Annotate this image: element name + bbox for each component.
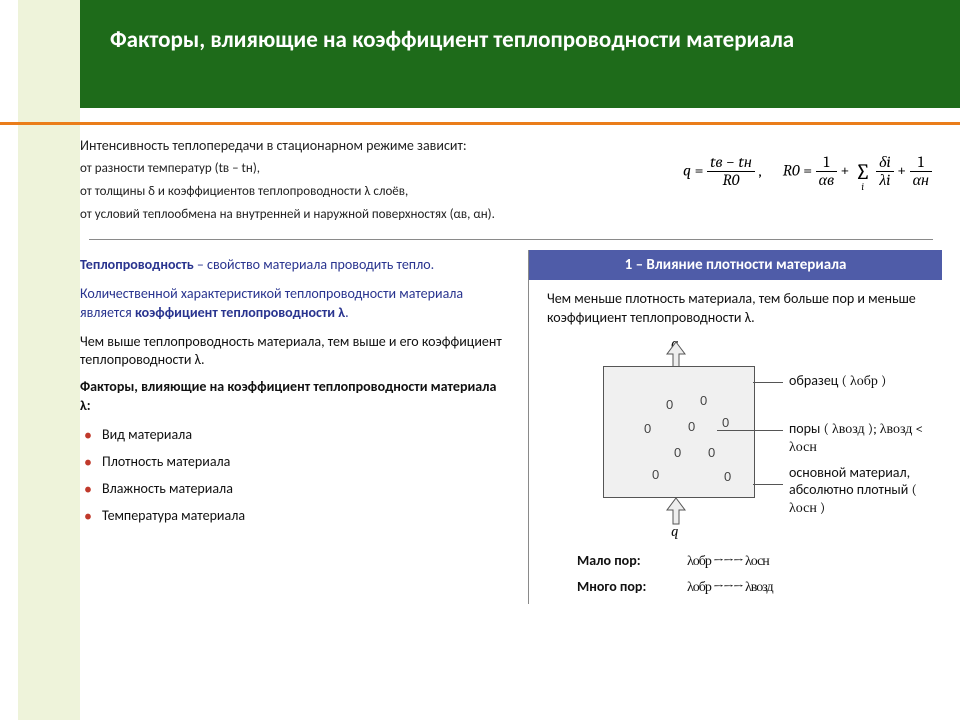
page-title: Факторы, влияющие на коэффициент теплопр… <box>110 26 930 55</box>
divider <box>89 239 934 240</box>
pore-marker: 0 <box>708 445 715 460</box>
pore-marker: 0 <box>700 393 707 408</box>
label-q-bottom: q <box>671 522 679 540</box>
label-sample: образец ( λобр ) <box>789 372 886 390</box>
summary-row-few: Мало пор: λобр →→→ λосн <box>577 552 942 570</box>
list-item: Влажность материала <box>102 480 510 497</box>
two-column-area: Теплопроводность – свойство материала пр… <box>80 250 942 604</box>
section-banner: 1 – Влияние плотности материала <box>529 250 942 280</box>
leader-line <box>753 382 783 383</box>
right-statement: Чем меньше плотность материала, тем боль… <box>547 290 942 328</box>
sidebar-stripe <box>18 0 80 720</box>
factors-list: Вид материала Плотность материала Влажно… <box>102 426 510 524</box>
pore-marker: 0 <box>652 467 659 482</box>
summary-row-many: Много пор: λобр →→→ λвозд <box>577 578 942 596</box>
factors-heading: Факторы, влияющие на коэффициент теплопр… <box>80 378 510 416</box>
list-item: Вид материала <box>102 426 510 443</box>
leader-line <box>753 484 783 485</box>
sample-diagram: q 000000000 q образец ( λобр ) поры ( λ <box>547 336 942 526</box>
formula-q: q = tв − tн R0 , <box>683 154 762 189</box>
list-item: Плотность материала <box>102 453 510 470</box>
summary-block: Мало пор: λобр →→→ λосн Много пор: λобр … <box>577 552 942 596</box>
intro-line-3: от условий теплообмена на внутренней и н… <box>80 206 942 225</box>
content-area: Интенсивность теплопередачи в стационарн… <box>80 132 942 710</box>
formula-r0: R0 = 1αв + ∑i δiλi + 1αн <box>783 154 932 189</box>
label-main-material: основной материал, абсолютно плотный ( λ… <box>789 464 942 517</box>
title-bar: Факторы, влияющие на коэффициент теплопр… <box>80 0 960 108</box>
list-item: Температура материала <box>102 507 510 524</box>
pore-marker: 0 <box>724 469 731 484</box>
definition-1: Теплопроводность – свойство материала пр… <box>80 256 510 275</box>
sample-box: 000000000 <box>603 366 755 498</box>
pore-marker: 0 <box>722 415 729 430</box>
pore-marker: 0 <box>666 397 673 412</box>
accent-rule <box>0 122 960 125</box>
pore-marker: 0 <box>688 419 695 434</box>
leader-line <box>717 430 783 431</box>
formula-block: q = tв − tн R0 , R0 = 1αв + ∑i δiλi + 1α… <box>683 154 932 189</box>
left-column: Теплопроводность – свойство материала пр… <box>80 250 528 604</box>
pore-marker: 0 <box>644 421 651 436</box>
pore-marker: 0 <box>674 445 681 460</box>
right-column: 1 – Влияние плотности материала Чем мень… <box>528 250 942 604</box>
statement-1: Чем выше теплопроводность материала, тем… <box>80 333 510 371</box>
label-pores: поры ( λвозд ); λвозд < λосн <box>789 420 942 456</box>
definition-2: Количественной характеристикой теплопров… <box>80 285 510 323</box>
